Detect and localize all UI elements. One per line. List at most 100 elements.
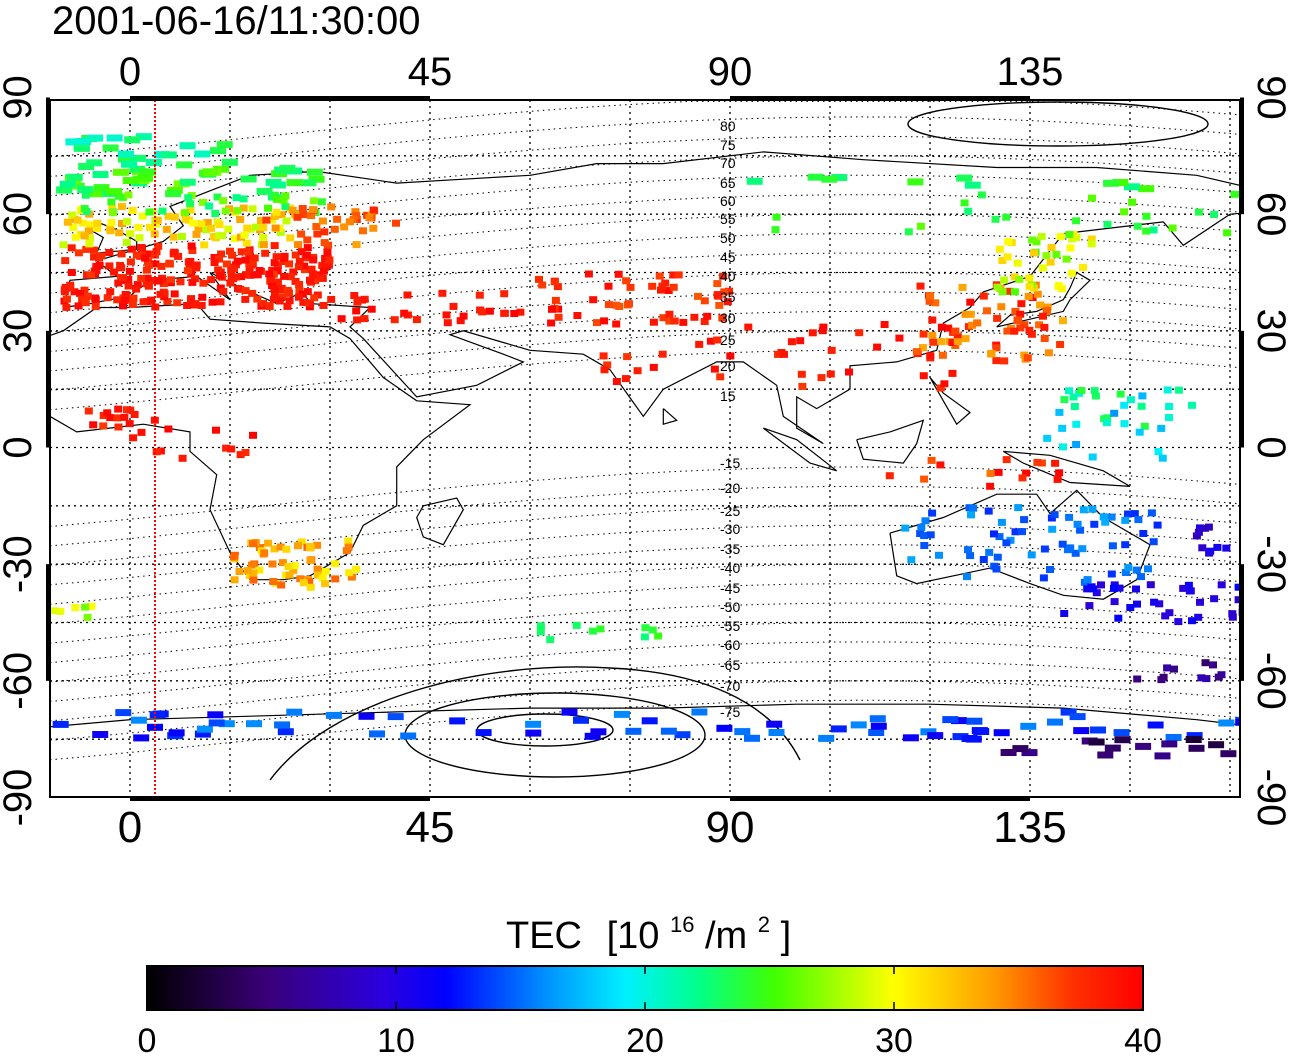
tec-point bbox=[186, 206, 195, 214]
tec-point bbox=[282, 217, 291, 225]
tec-point bbox=[359, 227, 367, 235]
tec-point bbox=[75, 138, 92, 145]
tec-point bbox=[807, 173, 824, 181]
tec-point bbox=[352, 241, 361, 249]
tec-point bbox=[916, 282, 925, 290]
frame-tick-bar bbox=[130, 797, 430, 801]
tec-point bbox=[97, 252, 106, 260]
tec-point bbox=[1155, 600, 1164, 608]
tec-point bbox=[500, 290, 509, 298]
tec-point bbox=[276, 228, 285, 236]
tec-point bbox=[920, 728, 937, 736]
tec-point bbox=[1271, 634, 1279, 641]
tec-point bbox=[953, 338, 962, 346]
tec-point bbox=[665, 317, 674, 325]
tec-point bbox=[295, 293, 303, 301]
tec-point bbox=[449, 717, 466, 725]
tec-point bbox=[227, 266, 236, 274]
tec-point bbox=[93, 224, 102, 232]
tec-point bbox=[211, 210, 220, 217]
tec-point bbox=[80, 286, 89, 294]
tec-point bbox=[1188, 401, 1196, 409]
tec-point bbox=[1108, 542, 1117, 550]
tec-point bbox=[61, 257, 70, 265]
tec-point bbox=[321, 263, 330, 271]
tec-point bbox=[561, 708, 578, 716]
tec-point bbox=[966, 717, 983, 725]
tec-point bbox=[333, 215, 342, 223]
tec-point bbox=[1010, 288, 1019, 296]
tec-point bbox=[670, 317, 679, 325]
tec-point bbox=[1121, 569, 1130, 576]
tec-point bbox=[1218, 719, 1235, 727]
colorbar-tick-label: 30 bbox=[875, 1022, 913, 1057]
tec-point bbox=[1053, 475, 1062, 483]
tec-point bbox=[1179, 584, 1188, 592]
tec-point bbox=[285, 260, 294, 268]
tec-point bbox=[659, 314, 668, 322]
tec-point bbox=[1234, 583, 1240, 591]
tec-point bbox=[262, 216, 271, 224]
tec-point bbox=[956, 174, 973, 182]
tec-point bbox=[1014, 504, 1023, 512]
tec-point bbox=[152, 448, 161, 456]
tec-point bbox=[674, 731, 691, 739]
tec-point bbox=[215, 232, 224, 240]
tec-point bbox=[855, 329, 864, 337]
tec-point bbox=[216, 298, 225, 306]
tec-point bbox=[1185, 736, 1202, 743]
coastline bbox=[416, 497, 464, 546]
coastline bbox=[929, 377, 971, 426]
tec-point bbox=[926, 292, 935, 300]
latitude-tick-label: 30 bbox=[0, 309, 40, 354]
tec-point bbox=[126, 258, 135, 266]
tec-point bbox=[224, 225, 233, 233]
tec-point bbox=[993, 553, 1002, 561]
tec-point bbox=[1252, 598, 1260, 605]
tec-point bbox=[290, 562, 299, 570]
tec-point bbox=[1085, 602, 1094, 610]
tec-point bbox=[1147, 721, 1164, 729]
map-panel: 80 75 70 65 60 55 50 45 40 35 30 25 20 15 -15 -20 -25 -30… bbox=[0, 50, 1292, 852]
tec-point bbox=[1198, 544, 1207, 552]
tec-point bbox=[695, 340, 704, 348]
tec-point bbox=[109, 209, 117, 217]
tec-point bbox=[286, 273, 295, 281]
tec-point bbox=[661, 279, 670, 287]
tec-point bbox=[137, 174, 154, 182]
tec-point bbox=[321, 567, 330, 575]
tec-point bbox=[61, 284, 70, 292]
tec-point bbox=[269, 270, 278, 278]
tec-point bbox=[622, 277, 631, 285]
tec-point bbox=[818, 327, 827, 335]
tec-point bbox=[267, 276, 276, 284]
tec-point bbox=[1051, 459, 1060, 467]
tec-point bbox=[603, 361, 612, 369]
tec-point bbox=[734, 728, 751, 736]
tec-point bbox=[264, 539, 273, 547]
tec-point bbox=[1069, 393, 1078, 401]
tec-point bbox=[691, 708, 708, 716]
tec-point bbox=[114, 405, 123, 413]
tec-point bbox=[1285, 620, 1292, 627]
tec-point bbox=[230, 576, 239, 584]
tec-point bbox=[510, 310, 519, 317]
tec-point bbox=[237, 248, 246, 256]
tec-point bbox=[1110, 584, 1118, 592]
maglat-contour bbox=[50, 310, 1240, 372]
tec-point bbox=[798, 382, 807, 390]
tec-point bbox=[916, 222, 925, 230]
tec-point bbox=[277, 286, 286, 294]
tec-point bbox=[700, 318, 709, 325]
tec-point bbox=[1059, 443, 1067, 451]
tec-point bbox=[173, 299, 182, 307]
tec-point bbox=[1149, 538, 1158, 546]
tec-point bbox=[992, 565, 1001, 573]
tec-point bbox=[1194, 613, 1203, 621]
tec-point bbox=[718, 314, 727, 322]
maglat-contour bbox=[50, 466, 1240, 527]
tec-point bbox=[140, 168, 157, 176]
tec-point bbox=[165, 259, 174, 267]
tec-point bbox=[1025, 326, 1034, 334]
tec-point bbox=[952, 733, 969, 741]
